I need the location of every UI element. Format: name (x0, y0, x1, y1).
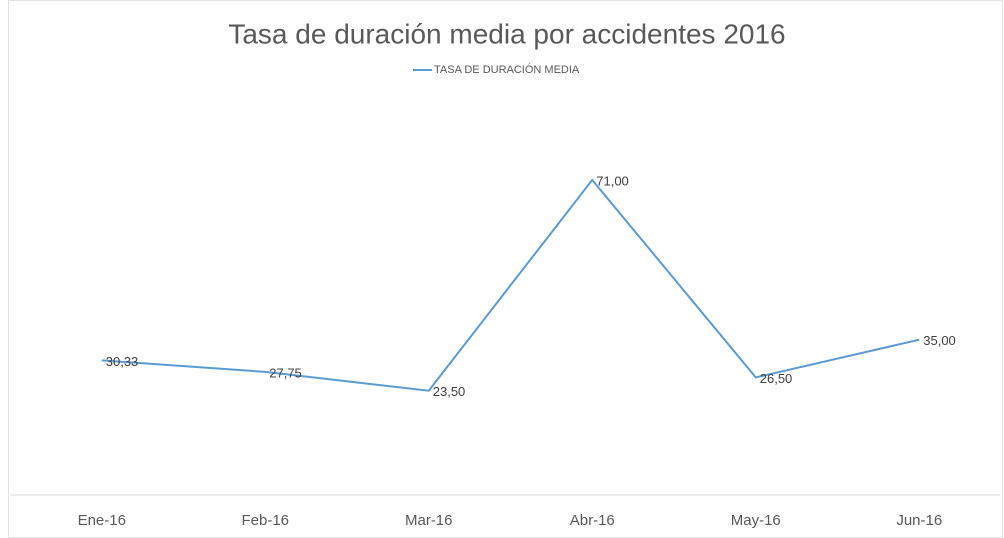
line-series (101, 178, 920, 392)
data-label: 35,00 (923, 333, 956, 348)
x-tick-label: Feb-16 (241, 512, 289, 529)
x-tick-label: Abr-16 (570, 512, 615, 529)
data-label: 26,50 (760, 371, 793, 386)
data-label: 30,33 (106, 354, 139, 369)
data-label: 71,00 (596, 173, 629, 188)
x-tick-label: May-16 (731, 512, 781, 529)
chart-title: Tasa de duración media por accidentes 20… (228, 18, 785, 49)
data-label: 23,50 (433, 384, 466, 399)
chart-border (8, 0, 1003, 538)
data-label: 27,75 (269, 365, 302, 380)
x-tick-label: Ene-16 (78, 512, 126, 529)
x-tick-label: Jun-16 (896, 512, 942, 529)
x-tick-label: Mar-16 (405, 512, 453, 529)
legend-label: TASA DE DURACIÓN MEDIA (434, 63, 580, 76)
